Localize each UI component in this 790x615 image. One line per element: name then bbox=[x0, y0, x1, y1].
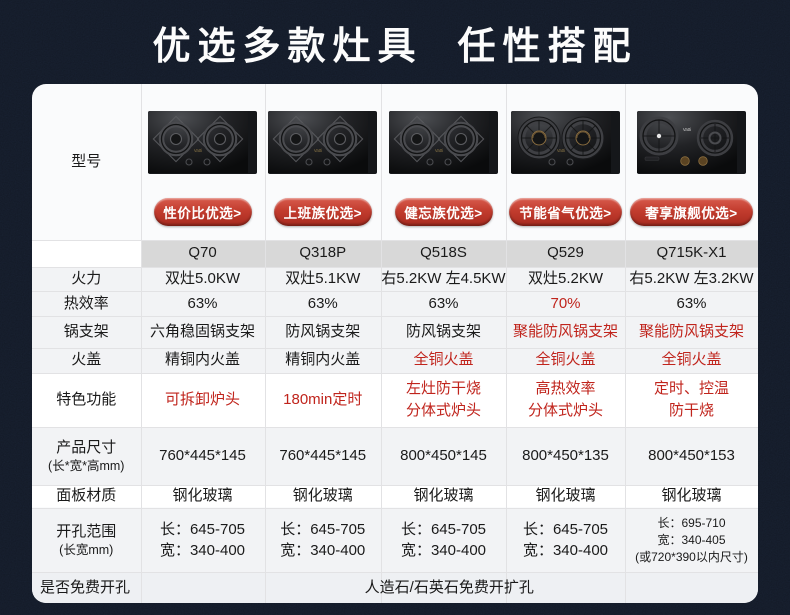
svg-text:Vatti: Vatti bbox=[557, 148, 565, 153]
svg-text:Vatti: Vatti bbox=[194, 148, 202, 153]
svg-text:Vatti: Vatti bbox=[435, 148, 443, 153]
svg-text:Vatti: Vatti bbox=[314, 148, 322, 153]
svg-text:Vatti: Vatti bbox=[683, 127, 691, 132]
